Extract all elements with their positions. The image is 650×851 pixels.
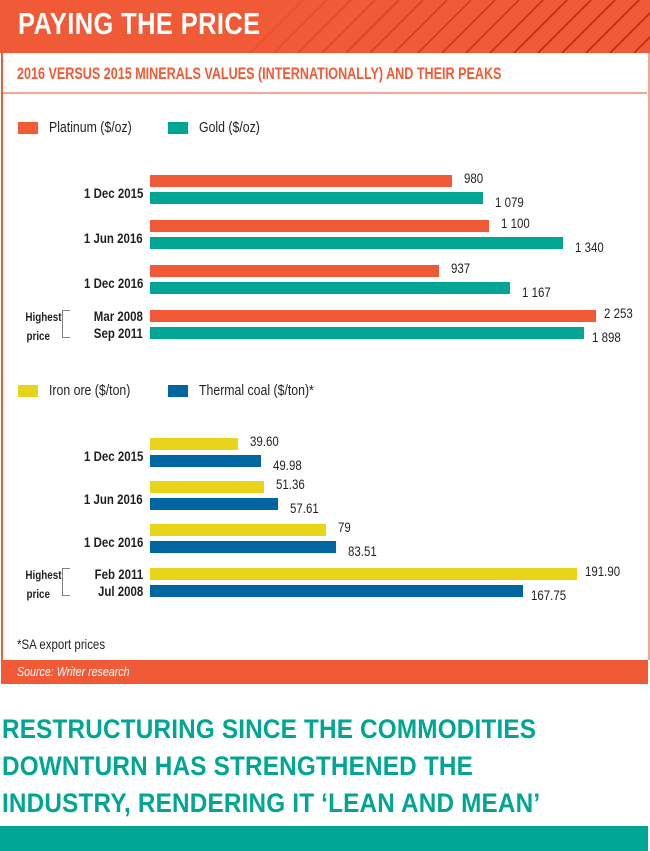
stripe-line (513, 0, 568, 53)
bar-iron (150, 481, 265, 493)
data-label: 83.51 (347, 543, 377, 559)
stripe-line (345, 0, 400, 53)
stripe-line (321, 0, 376, 53)
data-label: 39.60 (250, 433, 279, 449)
pull-quote-line: RESTRUCTURING SINCE THE COMMODITIES (2, 714, 537, 744)
data-label: 191.90 (584, 563, 621, 579)
data-label: 1 167 (522, 284, 551, 300)
highest-price-label: Highest (25, 568, 62, 582)
stripe-line (489, 0, 544, 53)
data-label: 51.36 (276, 476, 306, 492)
stripe-line (393, 0, 448, 53)
stripe-line (585, 0, 640, 53)
legend-swatch-iron-ore (18, 384, 38, 397)
category-label: 1 Dec 2016 (83, 275, 143, 291)
legend-item-gold: Gold ($/oz) (168, 119, 273, 136)
bar-iron (150, 438, 239, 450)
data-label: 79 (337, 519, 351, 535)
stripe-line (633, 35, 650, 53)
category-label: 1 Jun 2016 (84, 230, 143, 246)
data-label: 2 253 (604, 305, 633, 321)
stripe-line (273, 0, 328, 53)
data-label: 1 340 (575, 239, 605, 255)
bar-platinum (150, 310, 596, 322)
data-label: 1 100 (501, 215, 531, 231)
bar-iron (150, 568, 577, 580)
stripe-line (561, 0, 616, 53)
data-label: 49.98 (273, 457, 302, 473)
bracket-icon (62, 310, 70, 338)
pull-quote-line: DOWNTURN HAS STRENGTHENED THE (2, 751, 473, 781)
highest-price-label: price (26, 587, 50, 601)
legend-item-platinum: Platinum ($/oz) (18, 119, 150, 136)
highest-price-label: Highest (25, 310, 62, 324)
bar-thermal (150, 498, 279, 510)
legend-item-iron-ore: Iron ore ($/ton) (18, 382, 148, 399)
stripe-line (417, 0, 472, 53)
bar-gold (150, 282, 511, 294)
source-bar: Source: Writer research (1, 660, 648, 684)
bar-gold (150, 192, 483, 204)
legend-label-platinum: Platinum ($/oz) (49, 119, 132, 136)
bar-thermal (150, 541, 336, 553)
legend-swatch-thermal-coal (168, 384, 188, 397)
legend-label-gold: Gold ($/oz) (199, 119, 260, 136)
source-credit: Source: Writer research (17, 664, 130, 679)
data-label: 1 079 (494, 194, 524, 210)
category-label: Feb 2011 (94, 566, 143, 582)
bar-iron (150, 524, 326, 536)
page-title: PAYING THE PRICE (18, 6, 261, 41)
bar-thermal (150, 585, 524, 597)
subtitle-divider (3, 92, 647, 94)
bar-platinum (150, 265, 440, 277)
category-label: 1 Dec 2015 (83, 185, 143, 201)
category-label: Mar 2008 (93, 308, 143, 324)
bar-gold (150, 327, 585, 339)
stripe-line (297, 0, 352, 53)
data-label: 1 898 (592, 329, 621, 345)
stripe-line (609, 11, 650, 53)
stripe-line (465, 0, 520, 53)
stripe-line (369, 0, 424, 53)
legend-label-iron-ore: Iron ore ($/ton) (49, 382, 131, 399)
category-label: 1 Jun 2016 (84, 491, 143, 507)
diagonal-stripes-decoration (249, 0, 650, 53)
pull-quote-line: INDUSTRY, RENDERING IT ‘LEAN AND MEAN’ (2, 788, 541, 818)
legend-item-thermal-coal: Thermal coal ($/ton)* (168, 382, 339, 399)
legend-swatch-gold (168, 121, 188, 134)
legend-swatch-platinum (18, 121, 38, 134)
bar-thermal (150, 455, 262, 467)
category-label: Jul 2008 (97, 583, 143, 599)
highest-price-label: price (26, 329, 50, 343)
header-banner: PAYING THE PRICE (0, 0, 650, 53)
chart-frame (1, 53, 650, 660)
category-label: 1 Dec 2016 (83, 534, 143, 550)
category-label: Sep 2011 (93, 325, 143, 341)
footnote: *SA export prices (17, 636, 106, 652)
data-label: 57.61 (290, 500, 319, 516)
bottom-accent-band (0, 826, 648, 851)
bar-platinum (150, 220, 490, 232)
bar-gold (150, 237, 564, 249)
data-label: 937 (451, 260, 471, 276)
data-label: 980 (464, 170, 484, 186)
stripe-line (441, 0, 496, 53)
data-label: 167.75 (531, 587, 567, 603)
pull-quote: RESTRUCTURING SINCE THE COMMODITIES DOWN… (2, 711, 642, 822)
legend-label-thermal-coal: Thermal coal ($/ton)* (199, 382, 314, 399)
bracket-icon (62, 568, 70, 596)
chart-subtitle: 2016 VERSUS 2015 MINERALS VALUES (INTERN… (17, 64, 502, 83)
stripe-line (249, 0, 304, 53)
category-label: 1 Dec 2015 (83, 448, 143, 464)
stripe-line (537, 0, 592, 53)
bar-platinum (150, 175, 453, 187)
